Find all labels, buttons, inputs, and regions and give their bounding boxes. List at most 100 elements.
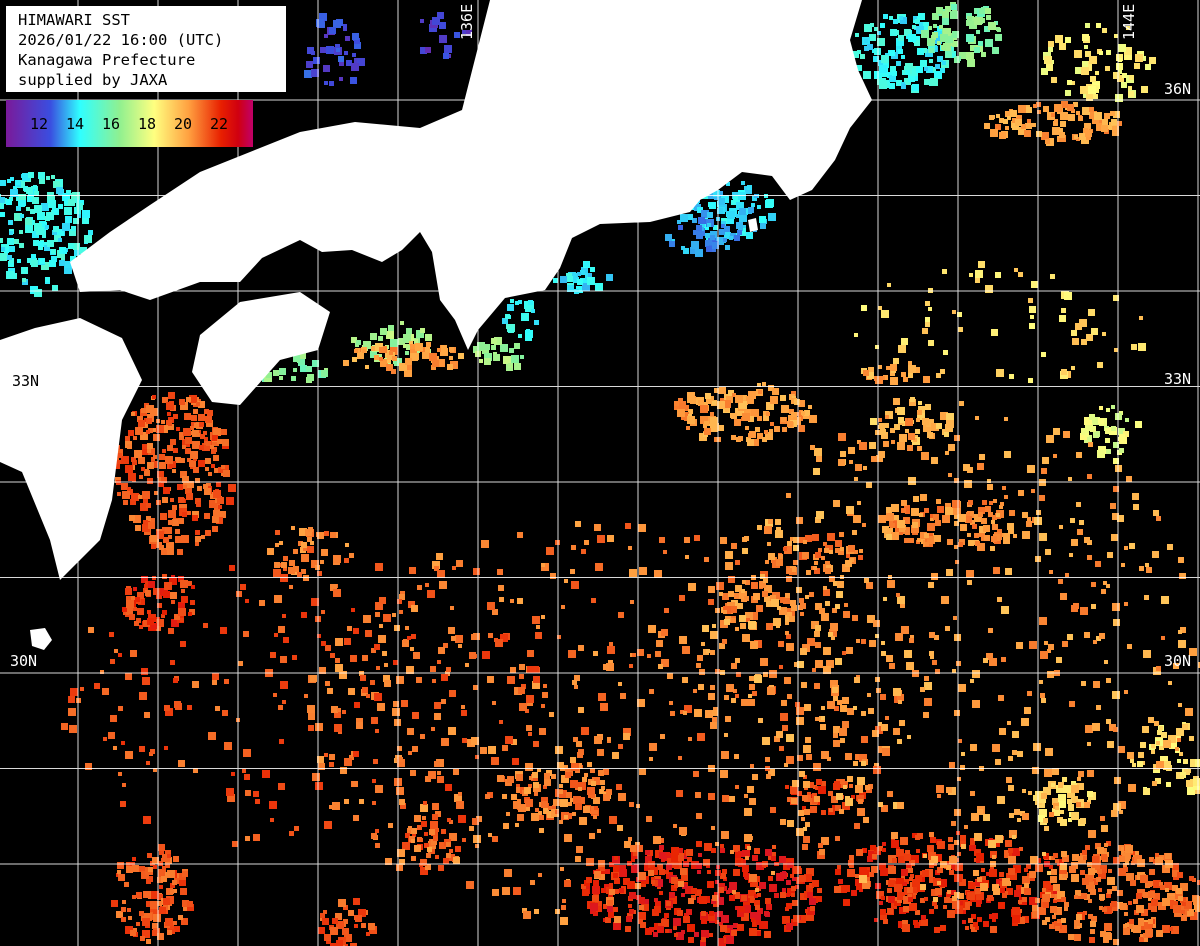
sst-pixel xyxy=(908,373,913,378)
sst-pixel xyxy=(1155,853,1159,857)
sst-pixel xyxy=(945,35,953,43)
sst-pixel xyxy=(1079,319,1087,327)
sst-pixel xyxy=(473,685,478,690)
sst-pixel xyxy=(449,849,453,853)
sst-pixel xyxy=(1106,678,1111,683)
sst-pixel xyxy=(240,584,246,590)
sst-pixel xyxy=(859,549,863,553)
sst-pixel xyxy=(198,460,205,467)
sst-pixel xyxy=(901,500,907,506)
sst-pixel xyxy=(147,462,154,469)
sst-pixel xyxy=(194,423,199,428)
sst-pixel xyxy=(973,870,979,876)
sst-pixel xyxy=(912,25,916,29)
sst-pixel xyxy=(870,23,874,27)
sst-pixel xyxy=(708,693,715,700)
sst-pixel xyxy=(375,729,379,733)
sst-pixel xyxy=(51,175,55,179)
sst-pixel xyxy=(768,519,773,524)
sst-pixel xyxy=(584,262,589,267)
sst-pixel xyxy=(324,531,329,536)
sst-pixel xyxy=(577,279,583,285)
sst-pixel xyxy=(997,597,1002,602)
sst-pixel xyxy=(1091,582,1096,587)
sst-pixel xyxy=(1144,595,1149,600)
sst-pixel xyxy=(1094,431,1100,437)
sst-pixel xyxy=(975,416,979,420)
sst-pixel xyxy=(791,391,796,396)
sst-pixel xyxy=(368,923,375,930)
sst-pixel xyxy=(278,626,285,633)
sst-pixel xyxy=(1050,906,1057,913)
sst-pixel xyxy=(541,615,545,619)
sst-pixel xyxy=(1092,723,1100,731)
sst-pixel xyxy=(279,368,286,375)
sst-pixel xyxy=(118,653,122,657)
sst-pixel xyxy=(899,907,906,914)
sst-pixel xyxy=(882,748,890,756)
sst-pixel xyxy=(771,871,775,875)
sst-pixel xyxy=(279,541,283,545)
sst-pixel xyxy=(715,880,719,884)
sst-pixel xyxy=(566,792,572,798)
sst-pixel xyxy=(685,555,689,559)
sst-pixel xyxy=(551,774,556,779)
sst-pixel xyxy=(172,469,176,473)
sst-pixel xyxy=(637,699,645,707)
sst-pixel xyxy=(454,794,462,802)
sst-pixel xyxy=(910,874,914,878)
sst-pixel xyxy=(1124,47,1132,55)
sst-pixel xyxy=(13,186,17,190)
sst-pixel xyxy=(443,858,449,864)
sst-pixel xyxy=(787,797,792,802)
sst-pixel xyxy=(153,434,160,441)
sst-pixel xyxy=(297,572,302,577)
sst-pixel xyxy=(936,785,944,793)
sst-pixel xyxy=(51,256,57,262)
sst-pixel xyxy=(495,639,503,647)
sst-pixel xyxy=(786,756,794,764)
sst-pixel xyxy=(116,449,123,456)
sst-pixel xyxy=(137,592,144,599)
sst-pixel xyxy=(425,583,429,587)
sst-pixel xyxy=(754,900,760,906)
sst-pixel xyxy=(410,647,414,651)
sst-pixel xyxy=(936,423,942,429)
sst-pixel xyxy=(688,583,696,591)
sst-pixel xyxy=(386,364,393,371)
sst-pixel xyxy=(916,26,924,34)
sst-pixel xyxy=(966,52,974,60)
sst-pixel xyxy=(439,35,447,43)
sst-pixel xyxy=(477,342,485,350)
sst-pixel xyxy=(623,878,630,885)
sst-pixel xyxy=(698,217,705,224)
sst-pixel xyxy=(745,580,750,585)
sst-pixel xyxy=(869,872,874,877)
sst-pixel xyxy=(720,537,727,544)
sst-pixel xyxy=(376,666,380,670)
sst-pixel xyxy=(139,746,145,752)
sst-pixel xyxy=(903,377,908,382)
sst-pixel xyxy=(461,710,467,716)
sst-pixel xyxy=(224,679,229,684)
sst-pixel xyxy=(787,421,793,427)
sst-pixel xyxy=(1101,125,1108,132)
sst-pixel xyxy=(700,940,706,946)
sst-pixel xyxy=(134,621,139,626)
sst-pixel xyxy=(1059,43,1066,50)
sst-pixel xyxy=(721,831,729,839)
sst-pixel xyxy=(244,774,250,780)
sst-pixel xyxy=(874,376,879,381)
sst-pixel xyxy=(69,229,76,236)
sst-pixel xyxy=(912,833,917,838)
sst-pixel xyxy=(695,890,701,896)
sst-pixel xyxy=(539,828,544,833)
sst-pixel xyxy=(1004,417,1008,421)
sst-pixel xyxy=(527,666,534,673)
sst-pixel xyxy=(508,327,514,333)
sst-pixel xyxy=(701,918,707,924)
sst-pixel xyxy=(791,919,798,926)
sst-pixel xyxy=(920,494,927,501)
sst-pixel xyxy=(519,674,524,679)
sst-pixel xyxy=(958,514,966,522)
